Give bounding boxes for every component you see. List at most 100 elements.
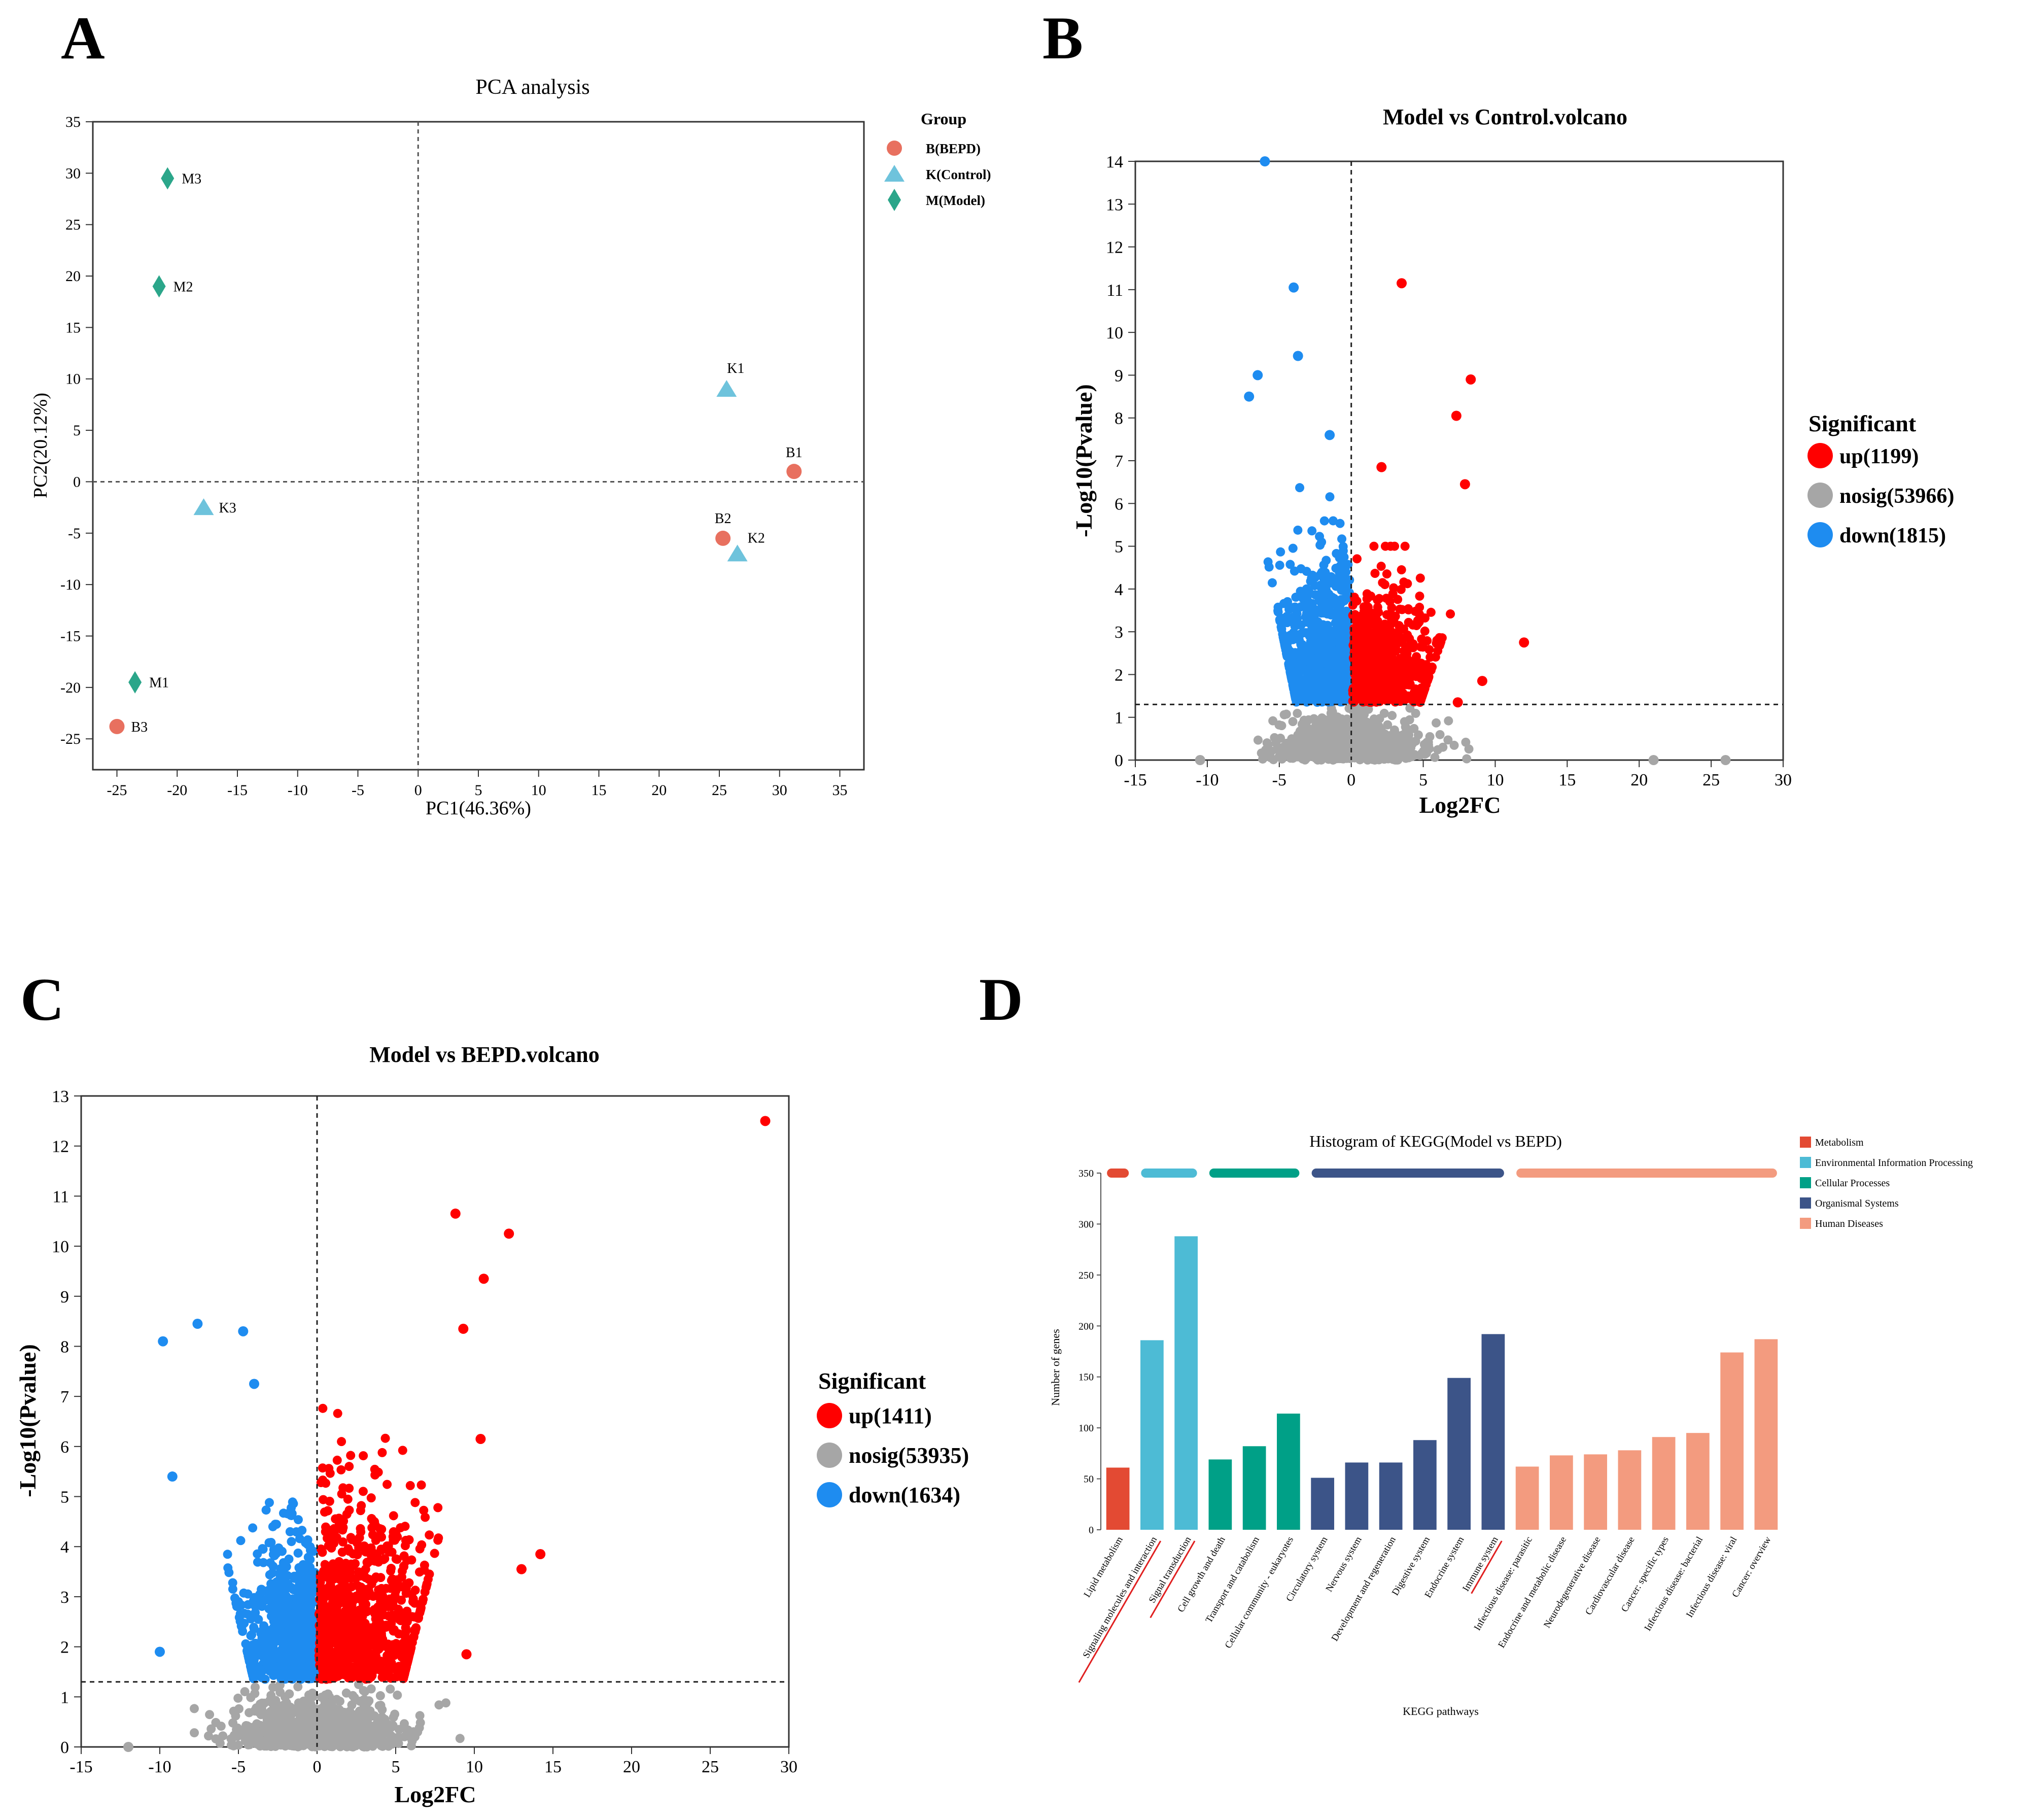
volcano-control-up-point [1386,666,1396,676]
volcano-bepd-down-point [279,1508,288,1518]
volcano-bepd-up-point [324,1622,333,1632]
volcano-control-nosig-point [1300,750,1309,760]
volcano-control-up-point [1385,626,1395,636]
volcano-control-down-point [1293,658,1302,668]
volcano-bepd-up-point [413,1613,423,1623]
volcano-bepd-down-point [290,1636,299,1645]
volcano-bepd-nosig-point [286,1725,295,1735]
volcano-bepd-y-tick-label: 4 [60,1538,69,1557]
volcano-bepd-nosig-point [279,1712,288,1722]
kegg-legend-swatch [1800,1137,1811,1148]
volcano-control-up-point [1416,695,1426,704]
volcano-control-nosig-point [1330,728,1339,737]
volcano-bepd-up-point [372,1646,381,1656]
pca-x-tick-label: 30 [772,782,787,799]
volcano-control-down-point [1341,680,1350,690]
kegg-legend-label: Human Diseases [1815,1218,1883,1229]
kegg-bar [1208,1459,1232,1530]
volcano-bepd-down-point [260,1639,269,1649]
volcano-bepd-down-point [298,1600,307,1609]
volcano-control-nosig-point [1386,750,1396,760]
volcano-control-nosig-point [1281,709,1291,719]
volcano-bepd-nosig-point [232,1725,241,1734]
volcano-control-x-tick-label: 10 [1486,771,1504,789]
volcano-bepd-up-point [363,1558,372,1568]
volcano-bepd-chart: Model vs BEPD.volcano -15 -10 -5 0 5 10 15 20 25… [15,1042,969,1807]
volcano-control-down-point [1293,525,1303,535]
volcano-bepd-up-point [391,1554,401,1564]
volcano-control-down-point [1328,516,1338,526]
volcano-bepd-down-point [235,1617,245,1626]
volcano-control-up-point [1400,541,1410,551]
volcano-control-down-point [1327,646,1336,656]
volcano-control-up-point [1380,580,1389,590]
volcano-bepd-up-point [389,1527,398,1537]
volcano-bepd-nosig-point [306,1701,316,1711]
volcano-bepd-up-point [381,1622,391,1632]
volcano-bepd-up-point [349,1641,358,1651]
volcano-control-nosig-point [1312,737,1322,747]
volcano-bepd-up-point [381,1584,391,1593]
volcano-bepd-legend-title: Significant [818,1368,926,1394]
volcano-bepd-up-point [396,1523,405,1533]
volcano-bepd-up-point [379,1672,389,1682]
volcano-bepd-down-point [256,1666,265,1675]
volcano-control-down-point [1331,674,1340,683]
volcano-bepd-up-point [324,1464,334,1473]
volcano-bepd-y-tick-label: 3 [60,1588,69,1607]
kegg-class-bars [1107,1169,1777,1178]
volcano-control-up-point [1365,615,1374,625]
volcano-bepd-down-point [270,1595,280,1605]
kegg-category-label: Infectious disease: parasitic [1472,1535,1535,1632]
volcano-control-x-tick-label: 30 [1775,771,1792,789]
volcano-control-down-point [1334,647,1344,657]
volcano-control-down-point [1285,560,1295,569]
kegg-bar [1140,1340,1164,1530]
volcano-control-legend-marker [1807,483,1833,508]
volcano-control-up-point [1368,654,1377,663]
volcano-bepd-up-point [336,1465,346,1474]
volcano-bepd-x-axis-label: Log2FC [395,1781,476,1807]
volcano-control-nosig-point [1297,719,1307,729]
volcano-control-x-tick-label: 15 [1558,771,1576,789]
volcano-control-nosig-point [1383,720,1393,730]
volcano-control-nosig-point [1443,735,1453,745]
pca-point-b3 [109,718,125,734]
pca-x-tick-label: 25 [712,782,727,799]
volcano-control-up-outlier [1459,479,1470,490]
volcano-bepd-nosig-point [394,1725,404,1734]
volcano-control-up-point [1384,644,1394,654]
kegg-highlight-underline [1078,1540,1162,1683]
volcano-bepd-up-outlier [760,1116,771,1126]
volcano-bepd-up-point [338,1537,347,1547]
volcano-bepd-up-point [337,1548,347,1557]
volcano-control-up-point [1396,585,1406,594]
volcano-bepd-nosig-point [231,1711,240,1721]
volcano-control-down-point [1341,567,1351,577]
kegg-class-bar [1209,1169,1300,1178]
volcano-control-nosig-point [1268,716,1278,726]
kegg-bar [1720,1352,1744,1530]
pca-y-tick-label: -5 [68,525,81,542]
volcano-control-up-point [1393,595,1403,604]
volcano-bepd-nosig-point [275,1734,285,1744]
volcano-control-up-point [1402,680,1411,690]
volcano-control-up-point [1420,626,1430,636]
kegg-bar [1515,1466,1539,1530]
kegg-bar [1311,1478,1334,1530]
volcano-bepd-up-point [433,1503,443,1513]
volcano-control-down-point [1337,663,1346,672]
volcano-control-down-point [1307,526,1317,536]
volcano-control-up-outlier [1396,278,1407,289]
volcano-control-down-point [1341,582,1350,592]
volcano-bepd-nosig-point [339,1739,349,1749]
pca-legend-label: K(Control) [926,167,991,182]
volcano-bepd-points [123,1116,771,1752]
kegg-highlight-underline [1471,1540,1503,1594]
volcano-bepd-nosig-point [373,1736,383,1746]
volcano-bepd-up-point [399,1638,408,1648]
volcano-bepd-up-point [366,1654,375,1663]
volcano-control-down-point [1295,667,1304,677]
volcano-bepd-x-tick-label: 20 [623,1758,640,1776]
volcano-bepd-y-tick-label: 11 [52,1187,69,1206]
